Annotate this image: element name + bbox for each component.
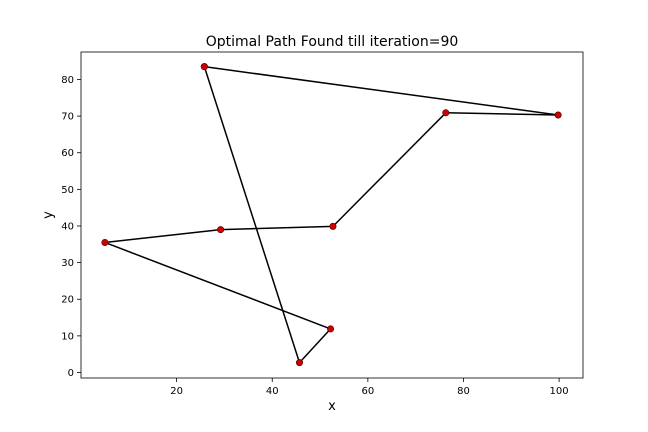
path-segment [104,228,221,244]
y-tick-label: 50 [61,185,74,196]
city-point [554,111,562,119]
y-axis-label: y [41,211,56,219]
city-point [101,238,109,246]
city-point [329,222,337,230]
x-tick-label: 80 [457,386,470,397]
path-lines [104,65,559,364]
x-tick-label: 20 [170,386,183,397]
path-segment [104,241,331,330]
path-segment [332,112,447,227]
y-tick-label: 20 [61,295,74,306]
path-segment [203,66,301,363]
x-tick-label: 60 [361,386,374,397]
y-tick-label: 70 [61,112,74,123]
plot-area [80,51,584,379]
city-point [200,63,208,71]
axis-ticks: 20 40 60 80 100 0 10 20 30 40 50 60 70 80 [61,75,568,397]
path-markers [101,63,562,367]
y-tick-label: 0 [68,368,74,379]
y-tick-label: 40 [61,221,74,232]
y-tick-label: 80 [61,75,74,86]
path-segment [220,225,333,231]
path-segment [204,65,559,116]
city-point [327,325,335,333]
path-segment [298,328,332,364]
x-tick-label: 100 [550,386,569,397]
x-tick-label: 40 [266,386,279,397]
y-tick-label: 60 [61,148,74,159]
city-point [295,359,303,367]
city-point [442,109,450,117]
y-tick-label: 30 [61,258,74,269]
chart-title: Optimal Path Found till iteration=90 [206,34,459,50]
city-point [217,226,225,234]
y-tick-label: 10 [61,331,74,342]
path-segment [445,112,559,116]
x-axis-label: x [328,399,336,414]
